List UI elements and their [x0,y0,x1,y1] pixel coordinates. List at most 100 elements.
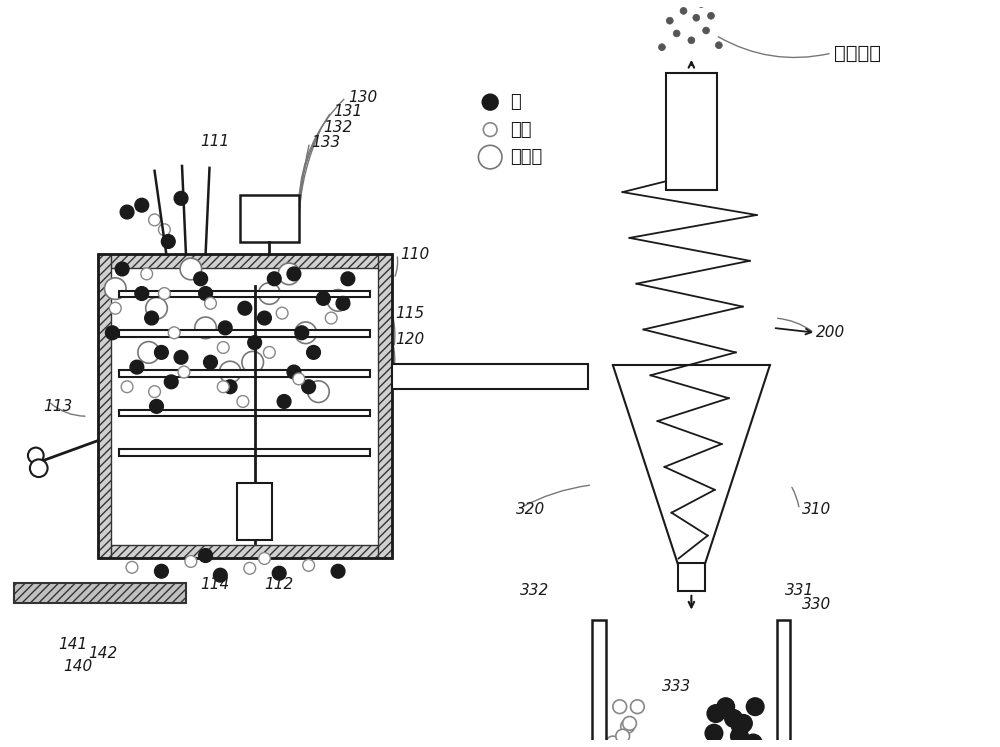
Bar [240,196,299,243]
Text: 超细灰尘: 超细灰尘 [834,43,881,63]
Circle shape [180,258,202,280]
Bar [119,291,370,297]
Circle shape [295,326,309,340]
Circle shape [104,278,126,300]
Circle shape [263,347,275,359]
Bar [119,330,370,337]
Circle shape [213,568,227,582]
Circle shape [174,191,188,205]
Text: 112: 112 [264,577,294,592]
Circle shape [276,307,288,319]
Circle shape [272,566,286,580]
Circle shape [606,736,620,747]
Circle shape [735,715,752,732]
Circle shape [223,380,237,394]
Bar [378,254,392,559]
Circle shape [135,287,149,300]
Circle shape [194,272,208,285]
Circle shape [168,327,180,338]
Bar [98,254,392,268]
Circle shape [705,725,723,742]
Bar [666,72,717,190]
Circle shape [707,704,725,722]
Text: 333: 333 [662,678,691,693]
Circle shape [258,311,271,325]
Circle shape [302,380,315,394]
Circle shape [138,341,159,363]
Circle shape [277,394,291,409]
Circle shape [248,335,262,350]
Circle shape [185,556,197,567]
Bar [14,583,186,603]
Text: 131: 131 [333,105,362,120]
Circle shape [688,37,695,44]
Circle shape [623,716,636,731]
Text: 133: 133 [312,135,341,150]
Circle shape [115,262,129,276]
Circle shape [658,44,665,51]
Circle shape [748,739,766,747]
Circle shape [631,741,644,747]
Bar [119,370,370,376]
Text: 332: 332 [520,583,549,598]
Text: 310: 310 [802,502,832,517]
Circle shape [708,13,714,19]
Circle shape [174,350,188,365]
Circle shape [327,290,349,311]
Bar [98,254,392,559]
Text: 碳: 碳 [510,93,521,111]
Circle shape [242,351,263,373]
Circle shape [483,123,497,137]
Bar [777,620,790,747]
Text: 331: 331 [785,583,814,598]
Circle shape [717,698,735,716]
Circle shape [478,146,502,169]
Text: 110: 110 [400,247,429,261]
Text: 141: 141 [58,637,88,652]
Text: 140: 140 [63,659,93,674]
Circle shape [158,224,170,235]
Bar [119,449,370,456]
Circle shape [158,288,170,300]
Circle shape [121,381,133,393]
Circle shape [205,297,216,309]
Circle shape [120,205,134,219]
Circle shape [238,301,252,315]
Circle shape [307,346,320,359]
Circle shape [130,360,144,374]
Text: 320: 320 [516,502,545,517]
Circle shape [199,287,212,300]
Circle shape [199,549,212,562]
Text: 115: 115 [395,306,424,320]
Circle shape [631,700,644,713]
Bar [678,563,705,591]
Bar [98,545,392,559]
Circle shape [126,562,138,573]
Text: 114: 114 [201,577,230,592]
Text: 142: 142 [88,646,117,661]
Circle shape [267,272,281,285]
Circle shape [141,268,153,280]
Circle shape [217,381,229,393]
Circle shape [715,42,722,49]
Circle shape [259,282,280,304]
Circle shape [195,317,216,338]
Circle shape [155,346,168,359]
Text: 130: 130 [348,90,377,105]
Circle shape [135,198,149,212]
Circle shape [746,698,764,716]
Circle shape [287,365,301,379]
Circle shape [105,326,119,340]
Circle shape [218,321,232,335]
Circle shape [217,341,229,353]
Circle shape [725,710,742,728]
Circle shape [616,729,630,743]
Text: 111: 111 [201,134,230,149]
Circle shape [204,356,217,369]
Circle shape [336,297,350,310]
Text: 灰分: 灰分 [510,120,531,139]
Circle shape [613,700,627,713]
Circle shape [149,214,160,226]
Circle shape [145,311,158,325]
Circle shape [680,7,687,14]
